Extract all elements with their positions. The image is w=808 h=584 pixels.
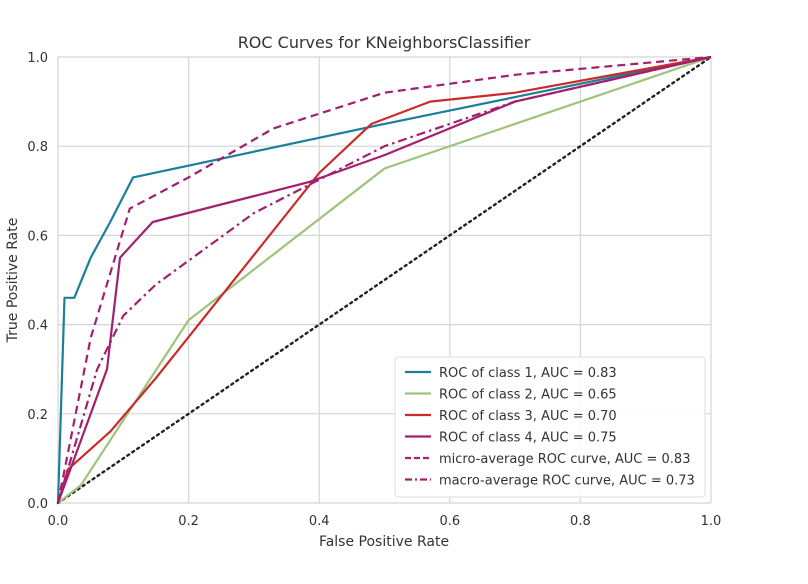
series-lines [56,55,713,505]
legend-label-3: ROC of class 3, AUC = 0.70 [439,409,617,424]
axes: 0.0 0.2 0.4 0.6 0.8 1.0 0.0 0.2 0.4 0.6 0.8 1.0 [27,51,721,529]
y-tick-label: 0.0 [27,497,48,512]
legend: ROC of class 1, AUC = 0.83 ROC of class 2… [394,356,706,498]
series-line-3 [56,55,712,504]
y-tick-label: 0.6 [27,229,48,244]
series-line-1 [56,55,712,504]
x-tick-label: 0.4 [309,514,330,529]
legend-label-6: macro-average ROC curve, AUC = 0.73 [439,474,695,489]
y-tick-label: 0.8 [27,140,48,155]
legend-label-1: ROC of class 1, AUC = 0.83 [439,366,617,381]
y-tick-label: 1.0 [27,51,48,66]
y-tick-label: 0.4 [27,319,48,334]
chart-title: ROC Curves for KNeighborsClassifier [238,33,531,52]
x-tick-label: 1.0 [701,514,722,529]
series-line-2 [57,55,712,504]
y-tick-label: 0.2 [27,408,48,423]
series-line-5 [56,55,712,504]
x-tick-label: 0.0 [48,514,69,529]
x-tick-label: 0.8 [570,514,591,529]
x-axis-label: False Positive Rate [319,534,449,550]
legend-box [394,356,706,498]
series-line-4 [56,55,712,504]
chance-diagonal-line [56,55,713,505]
legend-label-4: ROC of class 4, AUC = 0.75 [439,431,617,446]
y-axis-label: True Positive Rate [5,218,21,344]
legend-label-2: ROC of class 2, AUC = 0.65 [439,388,617,403]
legend-label-5: micro-average ROC curve, AUC = 0.83 [439,452,690,467]
x-tick-label: 0.6 [439,514,460,529]
x-tick-label: 0.2 [178,514,199,529]
